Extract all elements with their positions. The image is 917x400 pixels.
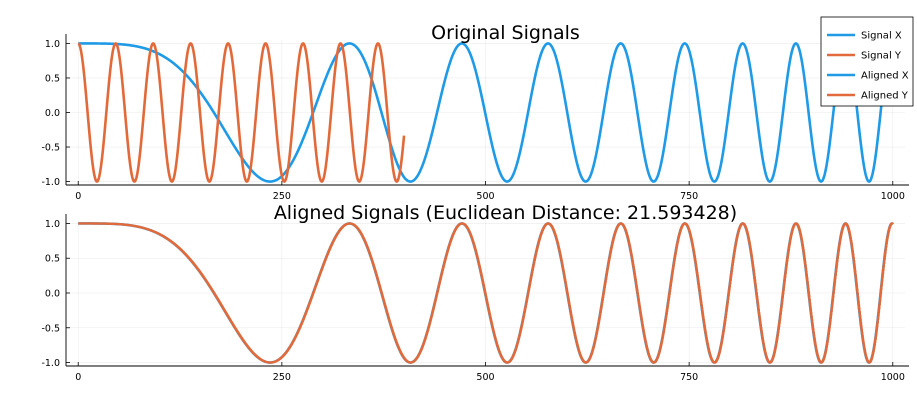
- x-tick-label: 250: [273, 191, 291, 202]
- x-tick-label: 500: [476, 191, 494, 202]
- legend-label: Signal Y: [861, 51, 902, 62]
- x-tick-label: 1000: [881, 372, 905, 383]
- plot-title: Aligned Signals (Euclidean Distance: 21.…: [274, 202, 737, 224]
- legend-entry-signal-x: Signal X: [827, 31, 902, 42]
- plot-grid: [66, 220, 905, 366]
- y-tick-label: -0.5: [41, 143, 60, 154]
- legend-entry-signal-y: Signal Y: [827, 51, 902, 62]
- y-tick-label: -1.0: [41, 177, 60, 188]
- x-tick-label: 0: [75, 191, 81, 202]
- plot-axes: 0 250 500 750 1000 1.0 0.5 0.0 -0.5 -1.0: [41, 214, 909, 383]
- legend-label: Signal X: [861, 31, 902, 42]
- y-tick-label: -1.0: [41, 358, 60, 369]
- x-tick-label: 0: [75, 372, 81, 383]
- legend-box: [820, 16, 914, 107]
- series-layer: [77, 222, 894, 364]
- plot-grid: [66, 40, 905, 185]
- series-layer: [77, 42, 894, 183]
- legend-label: Aligned Y: [861, 91, 909, 102]
- y-tick-label: 0.5: [45, 254, 60, 265]
- y-tick-label: -0.5: [41, 323, 60, 334]
- series-line-signal-y: [77, 42, 406, 183]
- x-tick-label: 1000: [881, 191, 905, 202]
- x-tick-label: 500: [476, 372, 494, 383]
- plot-axes: 0 250 500 750 1000 1.0 0.5 0.0 -0.5 -1.0: [41, 34, 909, 202]
- x-tick-label: 750: [680, 372, 698, 383]
- legend-label: Aligned X: [861, 71, 909, 82]
- series-line-aligned-y: [77, 222, 894, 364]
- aligned-signals-plot: 0 250 500 750 1000 1.0 0.5 0.0 -0.5 -1.0 Aligned …: [41, 202, 909, 383]
- y-tick-label: 0.0: [45, 289, 60, 300]
- y-tick-label: 1.0: [45, 39, 60, 50]
- x-tick-label: 750: [680, 191, 698, 202]
- plot-title: Original Signals: [431, 22, 580, 44]
- x-tick-label: 250: [273, 372, 291, 383]
- legend-entry-aligned-y: Aligned Y: [827, 91, 909, 102]
- original-signals-plot: 0 250 500 750 1000 1.0 0.5 0.0 -0.5 -1.0 Original…: [41, 16, 914, 202]
- y-tick-label: 1.0: [45, 219, 60, 230]
- series-line-signal-x: [77, 42, 894, 183]
- legend-entry-aligned-x: Aligned X: [827, 71, 909, 82]
- y-tick-label: 0.0: [45, 108, 60, 119]
- y-tick-label: 0.5: [45, 73, 60, 84]
- legend: Signal X Signal Y Aligned X Aligned Y: [820, 16, 914, 107]
